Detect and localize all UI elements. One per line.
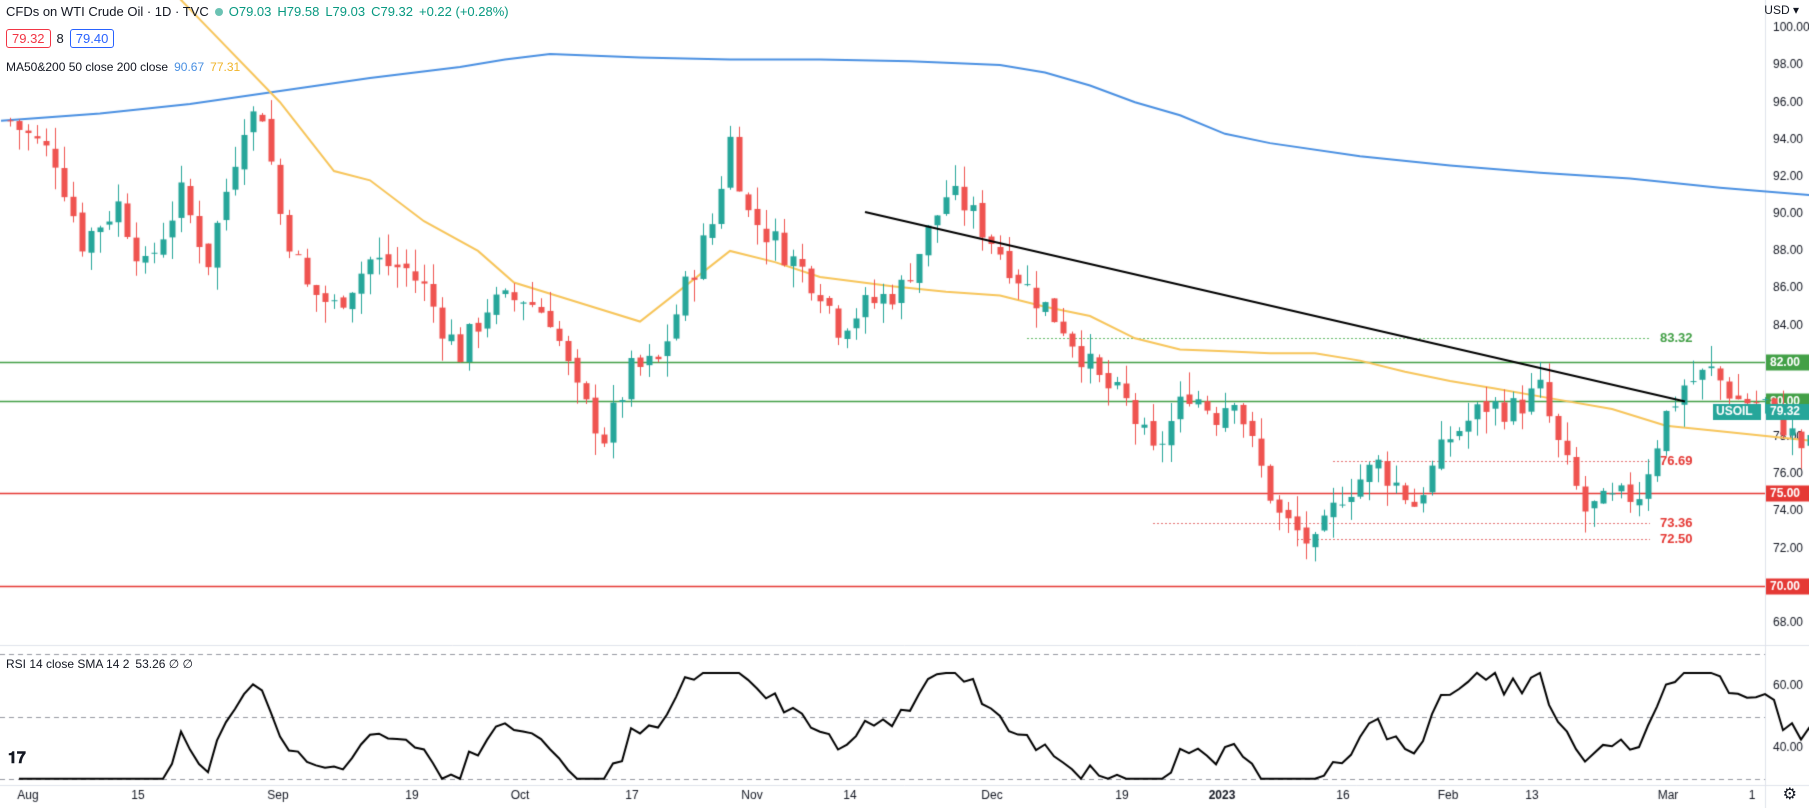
high-value: H79.58 [277,4,320,19]
ma-legend[interactable]: MA50&200 50 close 200 close 90.67 77.31 [6,60,240,74]
settings-gear-icon[interactable]: ⚙ [1782,786,1797,803]
ask-price[interactable]: 79.40 [69,29,115,48]
chart-legend-header: CFDs on WTI Crude Oil · 1D · TVC O79.03 … [6,4,509,19]
ma-label: MA50&200 50 close 200 close [6,60,169,74]
spread-value: 8 [56,31,64,46]
ma50-value: 77.31 [210,60,241,74]
symbol-title[interactable]: CFDs on WTI Crude Oil · 1D · TVC [6,4,209,19]
rsi-value: 53.26 ∅ ∅ [135,657,194,671]
bid-price[interactable]: 79.32 [6,29,51,48]
currency-selector[interactable]: USD ▾ [1764,3,1799,17]
tradingview-logo-icon[interactable]: 𝟏𝟕 [8,750,26,767]
rsi-label: RSI 14 close SMA 14 2 [6,657,130,671]
close-value: C79.32 [371,4,413,19]
change-value: +0.22 (+0.28%) [419,4,509,19]
low-value: L79.03 [325,4,366,19]
rsi-legend[interactable]: RSI 14 close SMA 14 2 53.26 ∅ ∅ [6,657,193,671]
open-value: O79.03 [228,4,272,19]
market-status-icon [214,7,223,16]
ma200-value: 90.67 [174,60,205,74]
bid-ask-row: 79.32 8 79.40 [6,29,115,48]
